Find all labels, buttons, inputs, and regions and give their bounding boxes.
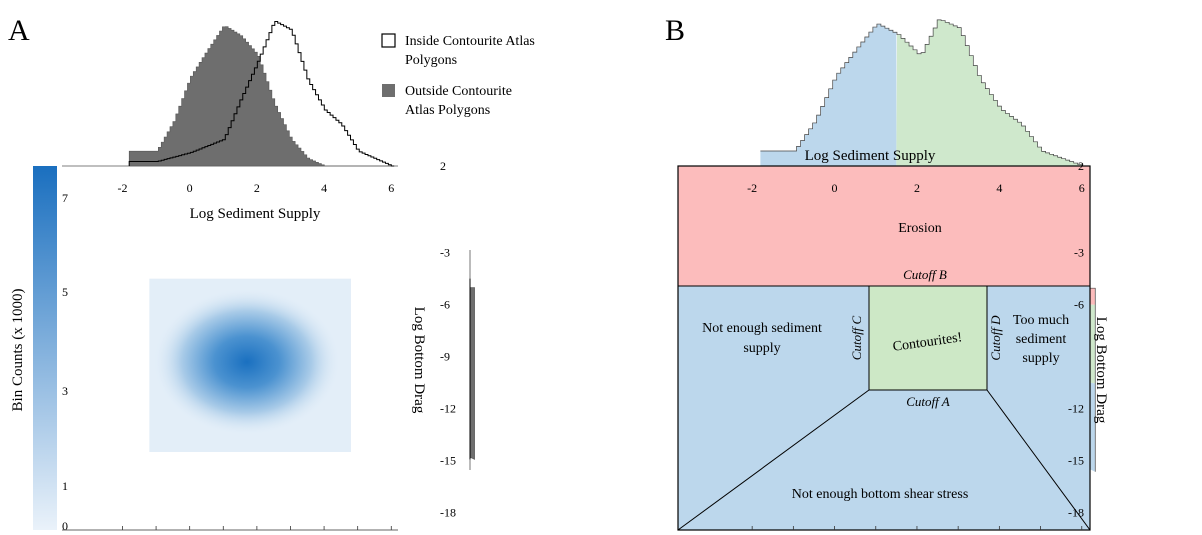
region-label-too-much-supply-2: sediment <box>1016 332 1067 347</box>
heatmap-y-tick: -12 <box>440 402 456 416</box>
regime-x-tick: 2 <box>914 181 920 195</box>
regime-right-hist-contourite <box>1090 304 1096 384</box>
cutoff-c-label: Cutoff C <box>849 315 864 360</box>
region-label-not-enough-supply-1: Not enough sediment <box>702 321 822 336</box>
legend-label-inside-1: Inside Contourite Atlas <box>405 34 535 49</box>
heatmap-density <box>154 289 340 435</box>
regime-right-hist-erosion <box>1090 278 1096 305</box>
heatmap-y-tick: -9 <box>440 350 450 364</box>
heatmap-y-tick: -18 <box>440 506 456 520</box>
colorbar-tick-5: 5 <box>62 285 68 299</box>
right-histogram-b <box>1089 278 1096 472</box>
heatmap-xlabel: Log Sediment Supply <box>190 206 321 222</box>
region-erosion <box>678 166 1090 286</box>
regime-x-tick: 0 <box>832 181 838 195</box>
heatmap-x-tick: 2 <box>254 181 260 195</box>
legend-label-outside-1: Outside Contourite <box>405 84 512 99</box>
panel-label-b: B <box>665 14 685 47</box>
legend-swatch-inside <box>381 33 396 48</box>
cutoff-b-label: Cutoff B <box>903 267 947 282</box>
colorbar-tick-3: 3 <box>62 384 68 398</box>
heatmap-x-tick: 4 <box>321 181 327 195</box>
colorbar-tick-0: 0 <box>62 519 68 533</box>
colorbar <box>33 166 57 530</box>
colorbar-label: Bin Counts (x 1000) <box>10 289 26 412</box>
cutoff-a-label: Cutoff A <box>906 394 950 409</box>
regime-xlabel: Log Sediment Supply <box>805 148 936 164</box>
heatmap-y-tick: 2 <box>440 159 446 173</box>
regime-y-tick: -15 <box>1068 454 1084 468</box>
colorbar-tick-7: 7 <box>62 191 68 205</box>
heatmap-y-tick: -6 <box>440 298 450 312</box>
top-histogram-b <box>760 19 1086 167</box>
regime-top-hist-supply <box>760 24 897 166</box>
regime-y-tick: -6 <box>1074 298 1084 312</box>
right-histogram-a <box>469 250 475 470</box>
region-label-erosion: Erosion <box>898 221 942 236</box>
regime-diagram-b: Erosion Not enough sediment supply Conto… <box>677 165 1091 531</box>
regime-x-tick: 6 <box>1079 181 1085 195</box>
regime-top-hist-outline <box>760 19 1086 167</box>
top-hist-series-inside <box>128 21 395 167</box>
regime-right-hist-supply <box>1090 382 1096 472</box>
regime-top-hist-contourite <box>896 19 1086 167</box>
top-histogram-a <box>62 21 398 167</box>
heatmap-a: -2 0 2 4 6 2 -3 -6 -9 -12 -15 -18 <box>62 159 456 531</box>
region-contourites <box>868 285 988 391</box>
regime-x-tick: -2 <box>747 181 757 195</box>
regime-y-tick: 2 <box>1078 159 1084 173</box>
legend-label-inside-2: Polygons <box>405 53 457 68</box>
regime-x-tick: 4 <box>996 181 1002 195</box>
heatmap-ylabel: Log Bottom Drag <box>411 307 427 414</box>
regime-ticks-b: -2 0 2 4 6 2 -3 -6 -12 -15 -18 <box>747 159 1085 530</box>
right-hist-series-outside <box>469 278 475 460</box>
regime-y-tick: -3 <box>1074 246 1084 260</box>
region-label-not-enough-shear: Not enough bottom shear stress <box>792 487 969 502</box>
colorbar-tick-1: 1 <box>62 479 68 493</box>
regime-frame <box>677 165 1091 531</box>
cutoff-d-label: Cutoff D <box>988 315 1003 361</box>
heatmap-x-tick: 6 <box>388 181 394 195</box>
colorbar-a: 7 5 3 1 0 Bin Counts (x 1000) <box>10 166 68 533</box>
region-label-too-much-supply-1: Too much <box>1013 313 1069 328</box>
regime-y-tick: -18 <box>1068 506 1084 520</box>
legend-a: Inside Contourite Atlas Polygons Outside… <box>381 33 535 118</box>
region-label-not-enough-supply-2: supply <box>743 341 780 356</box>
regime-right-hist-outline <box>1089 278 1096 472</box>
legend-label-outside-2: Atlas Polygons <box>405 103 490 118</box>
regime-ylabel: Log Bottom Drag <box>1093 317 1109 424</box>
cutoff-a-left-line <box>677 389 870 531</box>
top-hist-series-outside <box>128 26 395 167</box>
heatmap-y-tick: -15 <box>440 454 456 468</box>
legend-swatch-outside <box>382 84 395 97</box>
panel-label-a: A <box>8 14 30 47</box>
heatmap-x-tick: 0 <box>187 181 193 195</box>
regime-y-tick: -12 <box>1068 402 1084 416</box>
region-label-too-much-supply-3: supply <box>1022 351 1059 366</box>
cutoff-a-right-line <box>986 389 1091 531</box>
heatmap-x-tick: -2 <box>117 181 127 195</box>
heatmap-y-tick: -3 <box>440 246 450 260</box>
